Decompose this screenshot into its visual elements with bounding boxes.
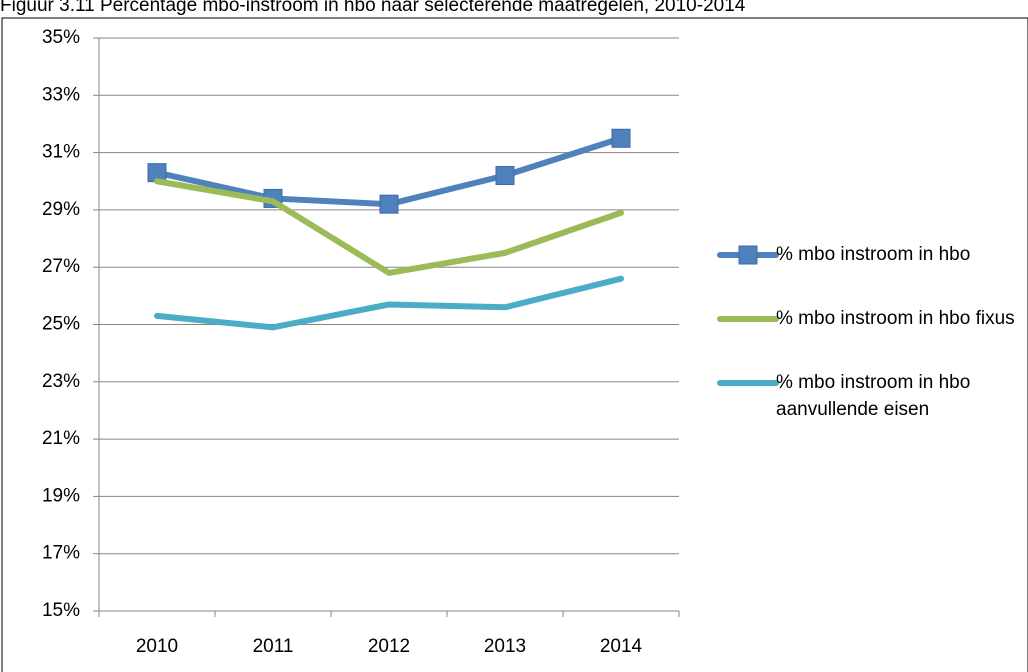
y-tick-label: 33% <box>42 84 80 105</box>
y-tick-label: 15% <box>42 600 80 621</box>
y-tick-label: 19% <box>42 485 80 506</box>
y-tick-label: 29% <box>42 199 80 220</box>
marker <box>495 166 515 186</box>
x-tick-label: 2012 <box>368 636 410 657</box>
marker <box>379 194 399 214</box>
y-tick-label: 23% <box>42 371 80 392</box>
marker <box>611 128 631 148</box>
series-line <box>154 178 624 276</box>
y-tick-label: 31% <box>42 142 80 163</box>
legend-label: % mbo instroom in hbo aanvullende eisen <box>776 372 971 420</box>
legend-label: % mbo instroom in hbo fixus <box>776 308 1015 329</box>
chart-border <box>1 17 1028 672</box>
y-tick-label: 21% <box>42 428 80 449</box>
series-line <box>154 275 624 331</box>
x-tick-label: 2011 <box>253 636 294 657</box>
y-tick-label: 25% <box>42 314 80 335</box>
y-tick-label: 17% <box>42 543 80 564</box>
x-tick-label: 2013 <box>484 636 526 657</box>
x-tick-label: 2014 <box>600 636 643 657</box>
chart-title: Figuur 3.11 Percentage mbo-instroom in h… <box>0 0 746 16</box>
legend-marker <box>738 245 758 265</box>
y-tick-label: 35% <box>42 27 80 48</box>
y-tick-label: 27% <box>42 256 80 277</box>
legend-label: % mbo instroom in hbo <box>776 244 971 265</box>
x-tick-label: 2010 <box>136 636 178 657</box>
